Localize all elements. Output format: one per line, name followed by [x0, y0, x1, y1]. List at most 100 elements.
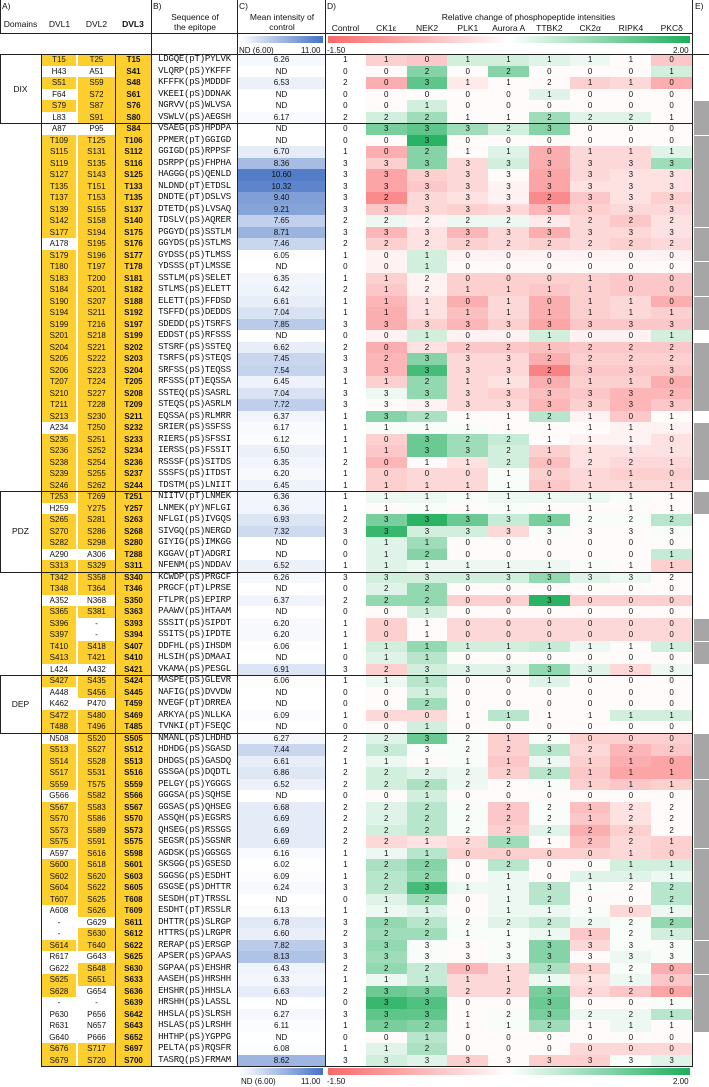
kinase-cell-PKCδ: 0	[651, 847, 693, 859]
table-row: T135 T151 T133 NLDND(pT)ETDSL 10.32 3 3 3 3 3 3 3 3 3	[0, 180, 709, 192]
dvl1-site: H43	[51, 66, 67, 76]
table-row: S413 T421 S410 HLSIH(pS)DMAAI ND 0 1 1 0 0 0 0 0 0	[0, 652, 709, 664]
dvl1-site: G640	[49, 1032, 69, 1042]
kinase-cell-CK2α: 1	[569, 77, 611, 89]
kinase-cell-Aurora A: 1	[488, 479, 529, 491]
dvl2-site: S59	[78, 77, 115, 89]
kinase-cell-Aurora A: 1	[488, 502, 529, 514]
dvl3-site: S204	[116, 364, 151, 376]
column-e-mark	[694, 847, 709, 940]
kinase-cell-CK1ε: 1	[365, 422, 407, 434]
kinase-cell-CK2α: 0	[569, 583, 611, 595]
kinase-cell-PKCδ: 3	[651, 364, 693, 376]
mean-intensity: ND	[238, 123, 325, 135]
dvl1-site: S559	[42, 778, 76, 790]
kinase-cell-NEK2: 2	[406, 341, 448, 353]
dvl1-site: S210	[42, 387, 76, 399]
epitope-sequence: DNDTE(pT)DSLVS	[158, 192, 231, 202]
dvl1-site: S51	[42, 77, 76, 89]
kinase-cell-PKCδ: 0	[651, 100, 693, 112]
dvl3-site: S363	[116, 606, 151, 618]
kinase-cell-PLK1: 2	[447, 824, 489, 836]
kinase-cell-CK2α: 0	[569, 686, 611, 698]
epitope-sequence: DSRPP(pS)FHPHA	[158, 157, 231, 168]
table-row: S201 S218 S199 EDDST(pS)RFSSS ND 0 0 1 0 0 1 0 0 1	[0, 330, 709, 342]
dvl3-site: T485	[116, 721, 151, 733]
kinase-cell-RIPK4: 2	[610, 1008, 652, 1020]
kinase-cell-TTBK2: 0	[528, 134, 570, 146]
kinase-cell-TTBK2: 2	[528, 353, 570, 365]
kinase-cell-Aurora A: 0	[488, 686, 529, 698]
epitope-sequence: STLMS(pS)ELETT	[158, 284, 231, 294]
mean-intensity: 7.72	[238, 399, 325, 411]
kinase-cell-RIPK4: 0	[610, 686, 652, 698]
dvl2-site: S143	[78, 169, 115, 181]
kinase-cell-TTBK2: 3	[528, 525, 570, 537]
kinase-cell-CK1ε: 1	[365, 1043, 407, 1055]
kinase-cell-CK1ε: 2	[365, 663, 407, 675]
dvl1-site: G622	[49, 963, 69, 973]
mean-intensity: 6.52	[238, 778, 325, 790]
kinase-cell-NEK2: 3	[406, 192, 448, 204]
kinase-cell-Aurora A: 1	[488, 870, 529, 882]
table-row: A608 S626 T609 ESDHT(pT)RSSLR 6.13 1 1 1 0 1 1 1 0 1	[0, 905, 709, 917]
kinase-cell-Aurora A: 2	[488, 123, 529, 135]
header-kinase-1: CK1ε	[376, 23, 397, 33]
mean-intensity: 6.69	[238, 836, 325, 848]
dvl1-site: T109	[42, 134, 76, 146]
mean-intensity: 6.06	[238, 675, 325, 687]
kinase-cell-CK1ε: 2	[365, 928, 407, 940]
kinase-cell-PLK1: 3	[447, 951, 489, 963]
dvl1-site: H259	[49, 503, 69, 513]
epitope-sequence: RIERS(pS)SFSSI	[158, 433, 231, 444]
kinase-cell-NEK2: 3	[406, 1008, 448, 1020]
kinase-cell-CK1ε: 0	[365, 468, 407, 480]
kinase-cell-CK2α: 1	[569, 272, 611, 284]
change-scale-min-bottom: -1.50	[327, 1077, 346, 1086]
kinase-cell-CK2α: 1	[569, 410, 611, 422]
epitope-sequence: ASSQH(pS)EGSRS	[158, 813, 231, 823]
table-row: S270 S286 S268 SIVGQ(pS)NERGD 7.32 3 3 3 3 3 3 3 3 3	[0, 525, 709, 537]
kinase-cell-RIPK4: 0	[610, 410, 652, 422]
table-row: S235 S251 S233 RIERS(pS)SFSSI 6.12 1 0 3 2 2 1 1 1 0	[0, 433, 709, 445]
kinase-cell-CK2α: 3	[569, 318, 611, 330]
kinase-cell-CK1ε: 0	[365, 1031, 407, 1043]
kinase-cell-RIPK4: 3	[610, 399, 652, 411]
kinase-cell-PLK1: 1	[447, 640, 489, 652]
dvl2-site: A432	[87, 664, 106, 674]
kinase-cell-PKCδ: 1	[651, 640, 693, 652]
dvl1-site: S628	[42, 985, 76, 997]
epitope-sequence: KFFFK(pS)MDDDF	[158, 77, 231, 87]
kinase-cell-NEK2: 0	[406, 468, 448, 480]
kinase-cell-TTBK2: 2	[528, 1020, 570, 1032]
control-count: 0	[343, 549, 348, 559]
control-count: 1	[343, 308, 348, 317]
kinase-cell-RIPK4: 2	[610, 238, 652, 250]
kinase-cell-TTBK2: 2	[528, 962, 570, 974]
kinase-cell-RIPK4: 3	[610, 387, 652, 399]
epitope-sequence: PAAWV(pS)HTAAM	[158, 606, 231, 616]
kinase-cell-PKCδ: 3	[651, 157, 693, 169]
control-count: 3	[343, 400, 348, 409]
control-count: 3	[343, 1055, 348, 1065]
kinase-cell-CK2α: 3	[569, 663, 611, 675]
kinase-cell-NEK2: 3	[406, 744, 448, 756]
table-row: A234 T250 S232 SRIER(pS)SSFSS 6.17 1 1 1 1 1 1 1 1 1	[0, 422, 709, 434]
dvl2-site: -	[95, 618, 98, 628]
kinase-cell-PKCδ: 2	[651, 744, 693, 756]
control-count: 1	[343, 641, 348, 651]
table-row: S472 S480 S469 ARKYA(pS)NLLKA 6.09 1 0 0 1 1 1 1 1 1	[0, 709, 709, 721]
dvl2-site: S196	[78, 249, 115, 261]
kinase-cell-PLK1: 1	[447, 560, 489, 572]
kinase-cell-CK2α: 1	[569, 422, 611, 434]
dvl1-site: T135	[42, 180, 76, 192]
mean-intensity: 7.04	[238, 387, 325, 399]
dvl3-site: S340	[116, 571, 151, 583]
kinase-cell-CK2α: 0	[569, 123, 611, 135]
kinase-cell-PKCδ: 3	[651, 169, 693, 181]
dvl2-site: S222	[78, 353, 115, 365]
epitope-sequence: NFLGI(pS)IVGQS	[158, 514, 231, 524]
kinase-cell-NEK2: 1	[406, 905, 448, 917]
kinase-cell-CK1ε: 2	[365, 916, 407, 928]
dvl2-site: A51	[89, 66, 104, 76]
